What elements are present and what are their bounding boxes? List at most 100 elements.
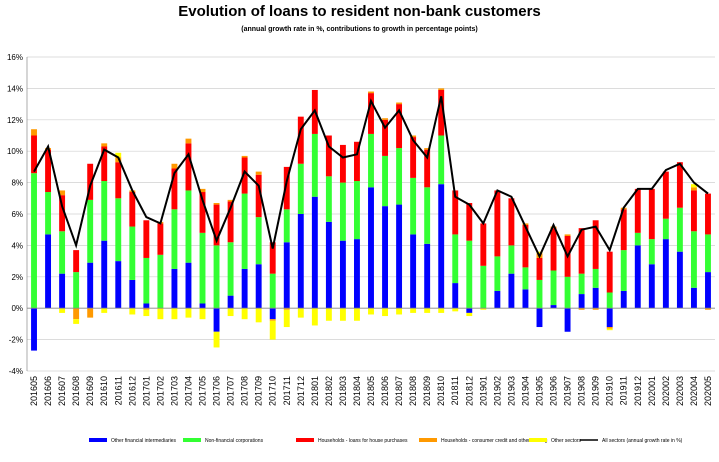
bar-segment [73,308,80,320]
bar-segment [620,290,627,309]
bar-segment [143,257,150,304]
x-tick-label: 201903 [506,376,516,406]
bar-segment [592,287,599,309]
bar-segment [368,93,374,134]
legend-swatch [89,438,107,442]
chart-subtitle: (annual growth rate in %, contributions … [241,26,478,33]
bar-segment [705,308,711,310]
bar-segment [354,308,360,321]
bar-segment [382,119,388,156]
y-tick-label: -2% [9,336,23,345]
bar-segment [241,157,248,194]
bar-segment [634,188,641,233]
bar-segment [690,187,697,191]
x-tick-label: 201712 [296,376,306,406]
x-tick-label: 201708 [240,376,250,406]
bar-segment [325,308,332,321]
legend-label: Other financial intermediaries [111,438,177,444]
bar-segment [269,320,276,340]
bar-segment [241,155,248,158]
bar-segment [73,250,80,273]
bar-segment [157,223,164,255]
bar-segment [171,268,178,309]
x-tick-label: 201606 [43,376,53,406]
bar-segment [185,143,192,191]
bar-segment [157,254,164,309]
x-tick-label: 201607 [57,376,67,406]
chart-title: Evolution of loans to resident non-bank … [178,3,541,20]
x-tick-label: 201610 [99,376,109,406]
bar-segment [227,242,234,296]
x-tick-label: 201812 [464,376,474,406]
bar-segment [424,149,431,188]
bar-segment [199,188,206,193]
bar-segment [550,270,557,306]
bar-segment [297,308,304,318]
bar-segment [662,239,669,309]
bar-segment [564,308,571,332]
bar-segment [494,190,501,257]
y-tick-label: -4% [9,367,23,376]
bar-segment [424,308,431,313]
bar-segment [620,250,627,291]
bar-segment [410,234,417,309]
bar-segment [325,221,332,309]
bar-segment [283,309,290,328]
bar-segment [382,308,388,317]
bar-segment [368,187,374,309]
bar-segment [241,193,248,269]
bar-segment [325,176,332,222]
x-tick-label: 201711 [282,376,292,405]
bar-segment [676,207,683,252]
x-tick-label: 201706 [212,376,222,406]
bar-segment [339,182,346,241]
x-tick-label: 201802 [324,376,334,406]
bar-segment [73,319,80,324]
bar-segment [438,89,445,136]
bar-segment [199,192,206,233]
x-tick-label: 202005 [703,376,713,406]
bar-segment [438,135,445,185]
bar-segment [606,292,613,309]
bar-segment [466,308,473,313]
bar-segment [255,308,262,323]
bar-segment [690,231,697,288]
x-tick-label: 201909 [591,376,601,406]
bar-segment [213,204,220,246]
bar-segment [255,217,262,265]
bar-segment [522,289,529,309]
bar-segment [171,168,178,210]
bar-segment [606,328,613,331]
bar-segment [283,308,290,310]
x-tick-label: 201611 [113,376,123,405]
bar-segment [592,308,599,310]
bar-segment [536,308,543,328]
bar-segment [424,187,431,244]
bar-segment [255,171,262,175]
bar-segment [648,188,655,240]
bar-segment [115,162,122,199]
bar-segment [297,116,304,164]
bar-segment [690,287,697,309]
legend-swatch [419,438,437,442]
bar-segment [297,214,304,309]
bar-segment [199,232,206,304]
bar-segment [101,146,108,182]
legend-swatch [529,438,547,442]
bar-segment [339,144,346,183]
bar-segment [213,203,220,205]
bar-segment [73,272,80,309]
bar-segment [705,234,711,273]
y-tick-label: 0% [11,304,23,313]
bar-segment [480,223,487,266]
bar-segment [339,240,346,309]
bar-segment [536,279,543,309]
bar-segment [592,268,599,288]
bar-segment [564,276,571,309]
x-tick-label: 201704 [183,376,193,406]
x-tick-label: 201804 [352,376,362,406]
x-tick-label: 201707 [226,376,236,406]
bar-segment [101,240,108,309]
